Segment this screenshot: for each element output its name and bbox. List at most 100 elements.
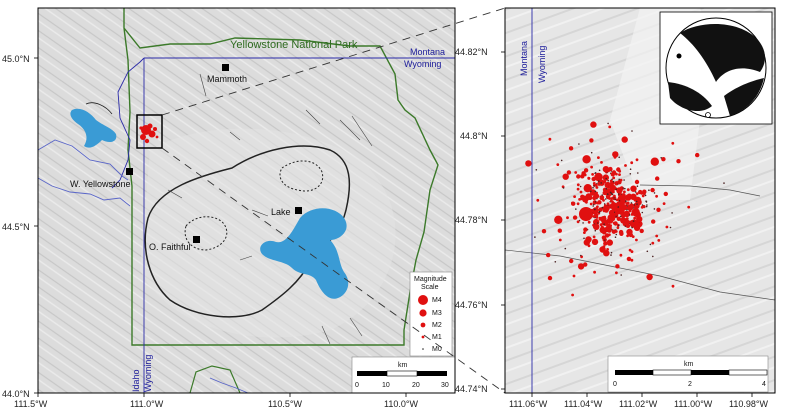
epicenter	[657, 239, 661, 242]
epicenter	[629, 168, 632, 170]
epicenter	[605, 177, 607, 180]
epicenter	[594, 209, 598, 213]
epicenter	[554, 261, 557, 263]
epicenter	[618, 199, 621, 202]
epicenter	[633, 202, 640, 209]
epicenter	[608, 215, 612, 219]
epicenter	[593, 194, 598, 199]
right-map-frame	[504, 7, 776, 394]
epicenter	[595, 186, 599, 189]
epicenter	[651, 241, 655, 245]
epicenter	[600, 182, 602, 184]
epicenter	[593, 224, 598, 230]
epicenter	[597, 200, 602, 205]
epicenter	[593, 270, 596, 274]
epicenter	[619, 253, 623, 257]
epicenter	[603, 250, 610, 257]
legend-m3: M3	[432, 310, 442, 317]
focal-mechanism	[659, 11, 773, 125]
epicenter	[671, 284, 675, 288]
left-lon-111-5: 111.5°W	[14, 399, 48, 409]
epicenter	[624, 187, 626, 190]
epicenter	[645, 201, 648, 203]
epicenter	[571, 201, 574, 205]
epicenter	[625, 206, 629, 210]
left-lon-110: 110.0°W	[384, 399, 418, 409]
epicenter	[591, 173, 594, 176]
river-1	[37, 139, 129, 181]
epicenter	[525, 160, 532, 167]
epicenter	[630, 213, 634, 216]
left-lon-110-5: 110.5°W	[268, 399, 302, 409]
epicenter	[610, 254, 612, 256]
left-scale-30: 30	[441, 382, 449, 389]
epicenter	[619, 188, 623, 192]
hebgen-lake	[70, 108, 117, 148]
epicenter	[637, 172, 639, 174]
left-tick-marks	[34, 57, 407, 397]
epicenter	[618, 169, 622, 173]
epicenter	[601, 206, 604, 209]
epicenter	[612, 180, 615, 183]
epicenter	[591, 238, 599, 246]
epicenter	[646, 204, 648, 206]
epicenter	[618, 193, 620, 195]
epicenter	[619, 231, 624, 236]
left-lat-45: 45.0°N	[2, 54, 30, 64]
epicenter	[611, 178, 613, 181]
legend-m4: M4	[432, 297, 442, 304]
epicenter	[583, 184, 592, 193]
lake-label: Lake	[271, 207, 291, 217]
epicenter	[676, 159, 681, 164]
resurgent-dome-east	[279, 160, 324, 192]
epicenter	[612, 221, 616, 225]
west-yellowstone-marker	[126, 168, 133, 175]
epicenter	[576, 220, 580, 224]
epicenter	[595, 216, 599, 219]
epicenter	[631, 130, 633, 132]
epicenter	[594, 190, 597, 193]
epicenter	[616, 202, 619, 206]
epicenter	[547, 275, 553, 281]
right-scalebar: km 0 2 4	[607, 355, 769, 393]
epicenter	[571, 293, 574, 297]
epicenter	[632, 220, 635, 222]
epicenter	[564, 247, 567, 250]
epicenter	[557, 228, 562, 233]
legend-m0-symbol	[422, 348, 424, 350]
epicenter	[594, 172, 603, 182]
epicenter	[641, 194, 645, 198]
epicenter	[655, 234, 659, 238]
park-boundary	[123, 8, 439, 346]
epicenter	[608, 166, 613, 172]
epicenter	[583, 262, 588, 267]
epicenter	[592, 235, 596, 239]
mammoth-marker	[222, 64, 229, 71]
mainshock-epicenter	[579, 207, 593, 221]
epicenter	[606, 195, 610, 198]
epicenter	[635, 238, 638, 242]
epicenter	[590, 151, 593, 154]
epicenter	[576, 187, 580, 191]
epicenter	[611, 187, 615, 191]
epicenter	[640, 205, 644, 209]
epicenter	[650, 157, 659, 166]
epicenter	[582, 222, 584, 224]
epicenter	[611, 193, 614, 196]
epicenter	[590, 121, 597, 128]
epicenter	[591, 176, 596, 182]
epicenter	[638, 189, 643, 195]
epicenter	[592, 182, 596, 185]
epicenter	[630, 161, 634, 165]
epicenter	[566, 216, 569, 220]
epicenter	[602, 245, 606, 249]
epicenter	[636, 185, 639, 187]
epicenter	[653, 208, 656, 210]
epicenter	[620, 199, 623, 203]
epicenter	[636, 215, 643, 223]
epicenter	[576, 202, 580, 206]
epicenter	[612, 151, 619, 158]
epicenter	[648, 189, 650, 191]
epicenter	[623, 190, 626, 194]
epicenter	[602, 166, 610, 173]
